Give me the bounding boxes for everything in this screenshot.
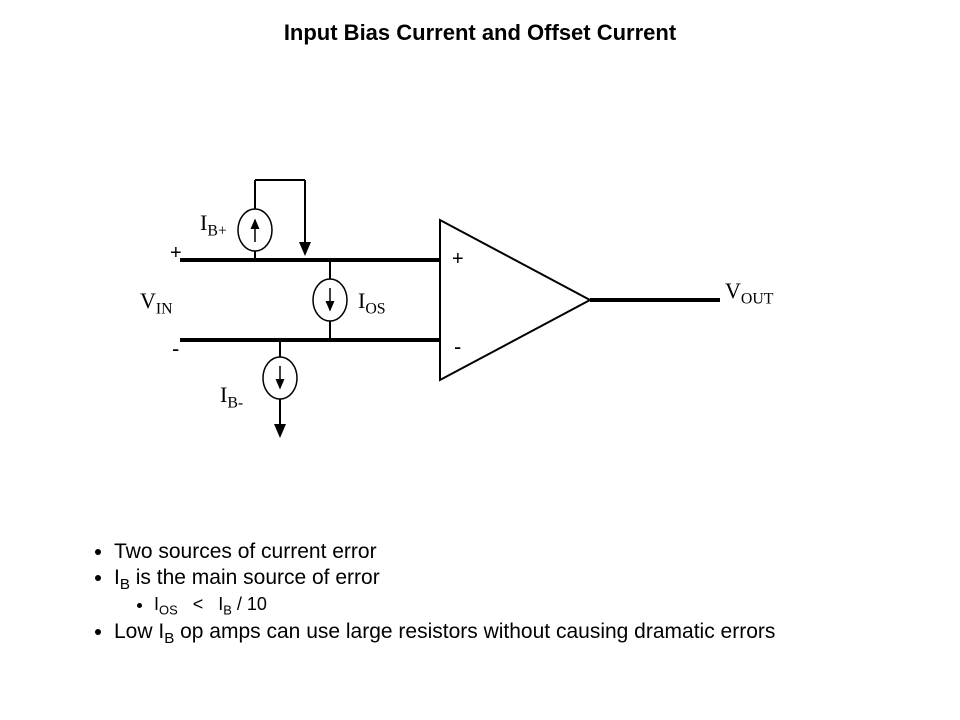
circuit-svg xyxy=(140,160,780,480)
opamp-triangle xyxy=(440,220,590,380)
label-vout: VOUT xyxy=(725,278,773,308)
bullet-list: Two sources of current error IB is the m… xyxy=(90,540,890,650)
page-title: Input Bias Current and Offset Current xyxy=(0,20,960,46)
bullet-2a: IOS < IB / 10 xyxy=(154,594,890,618)
label-ibminus: IB- xyxy=(220,382,243,412)
label-ios: IOS xyxy=(358,288,386,318)
bullet-1: Two sources of current error xyxy=(114,540,890,564)
label-minus-op: - xyxy=(454,334,461,360)
label-vin: VIN xyxy=(140,288,173,318)
label-plus-left: + xyxy=(170,242,182,265)
bullet-3: Low IB op amps can use large resistors w… xyxy=(114,620,890,648)
label-plus-op: + xyxy=(452,248,464,271)
circuit-diagram: IB+ IB- IOS VIN VOUT + - + - xyxy=(140,160,780,480)
label-ibplus: IB+ xyxy=(200,210,227,240)
label-minus-left: - xyxy=(172,336,179,362)
bullet-2: IB is the main source of error IOS < IB … xyxy=(114,566,890,618)
title-text: Input Bias Current and Offset Current xyxy=(284,20,676,45)
